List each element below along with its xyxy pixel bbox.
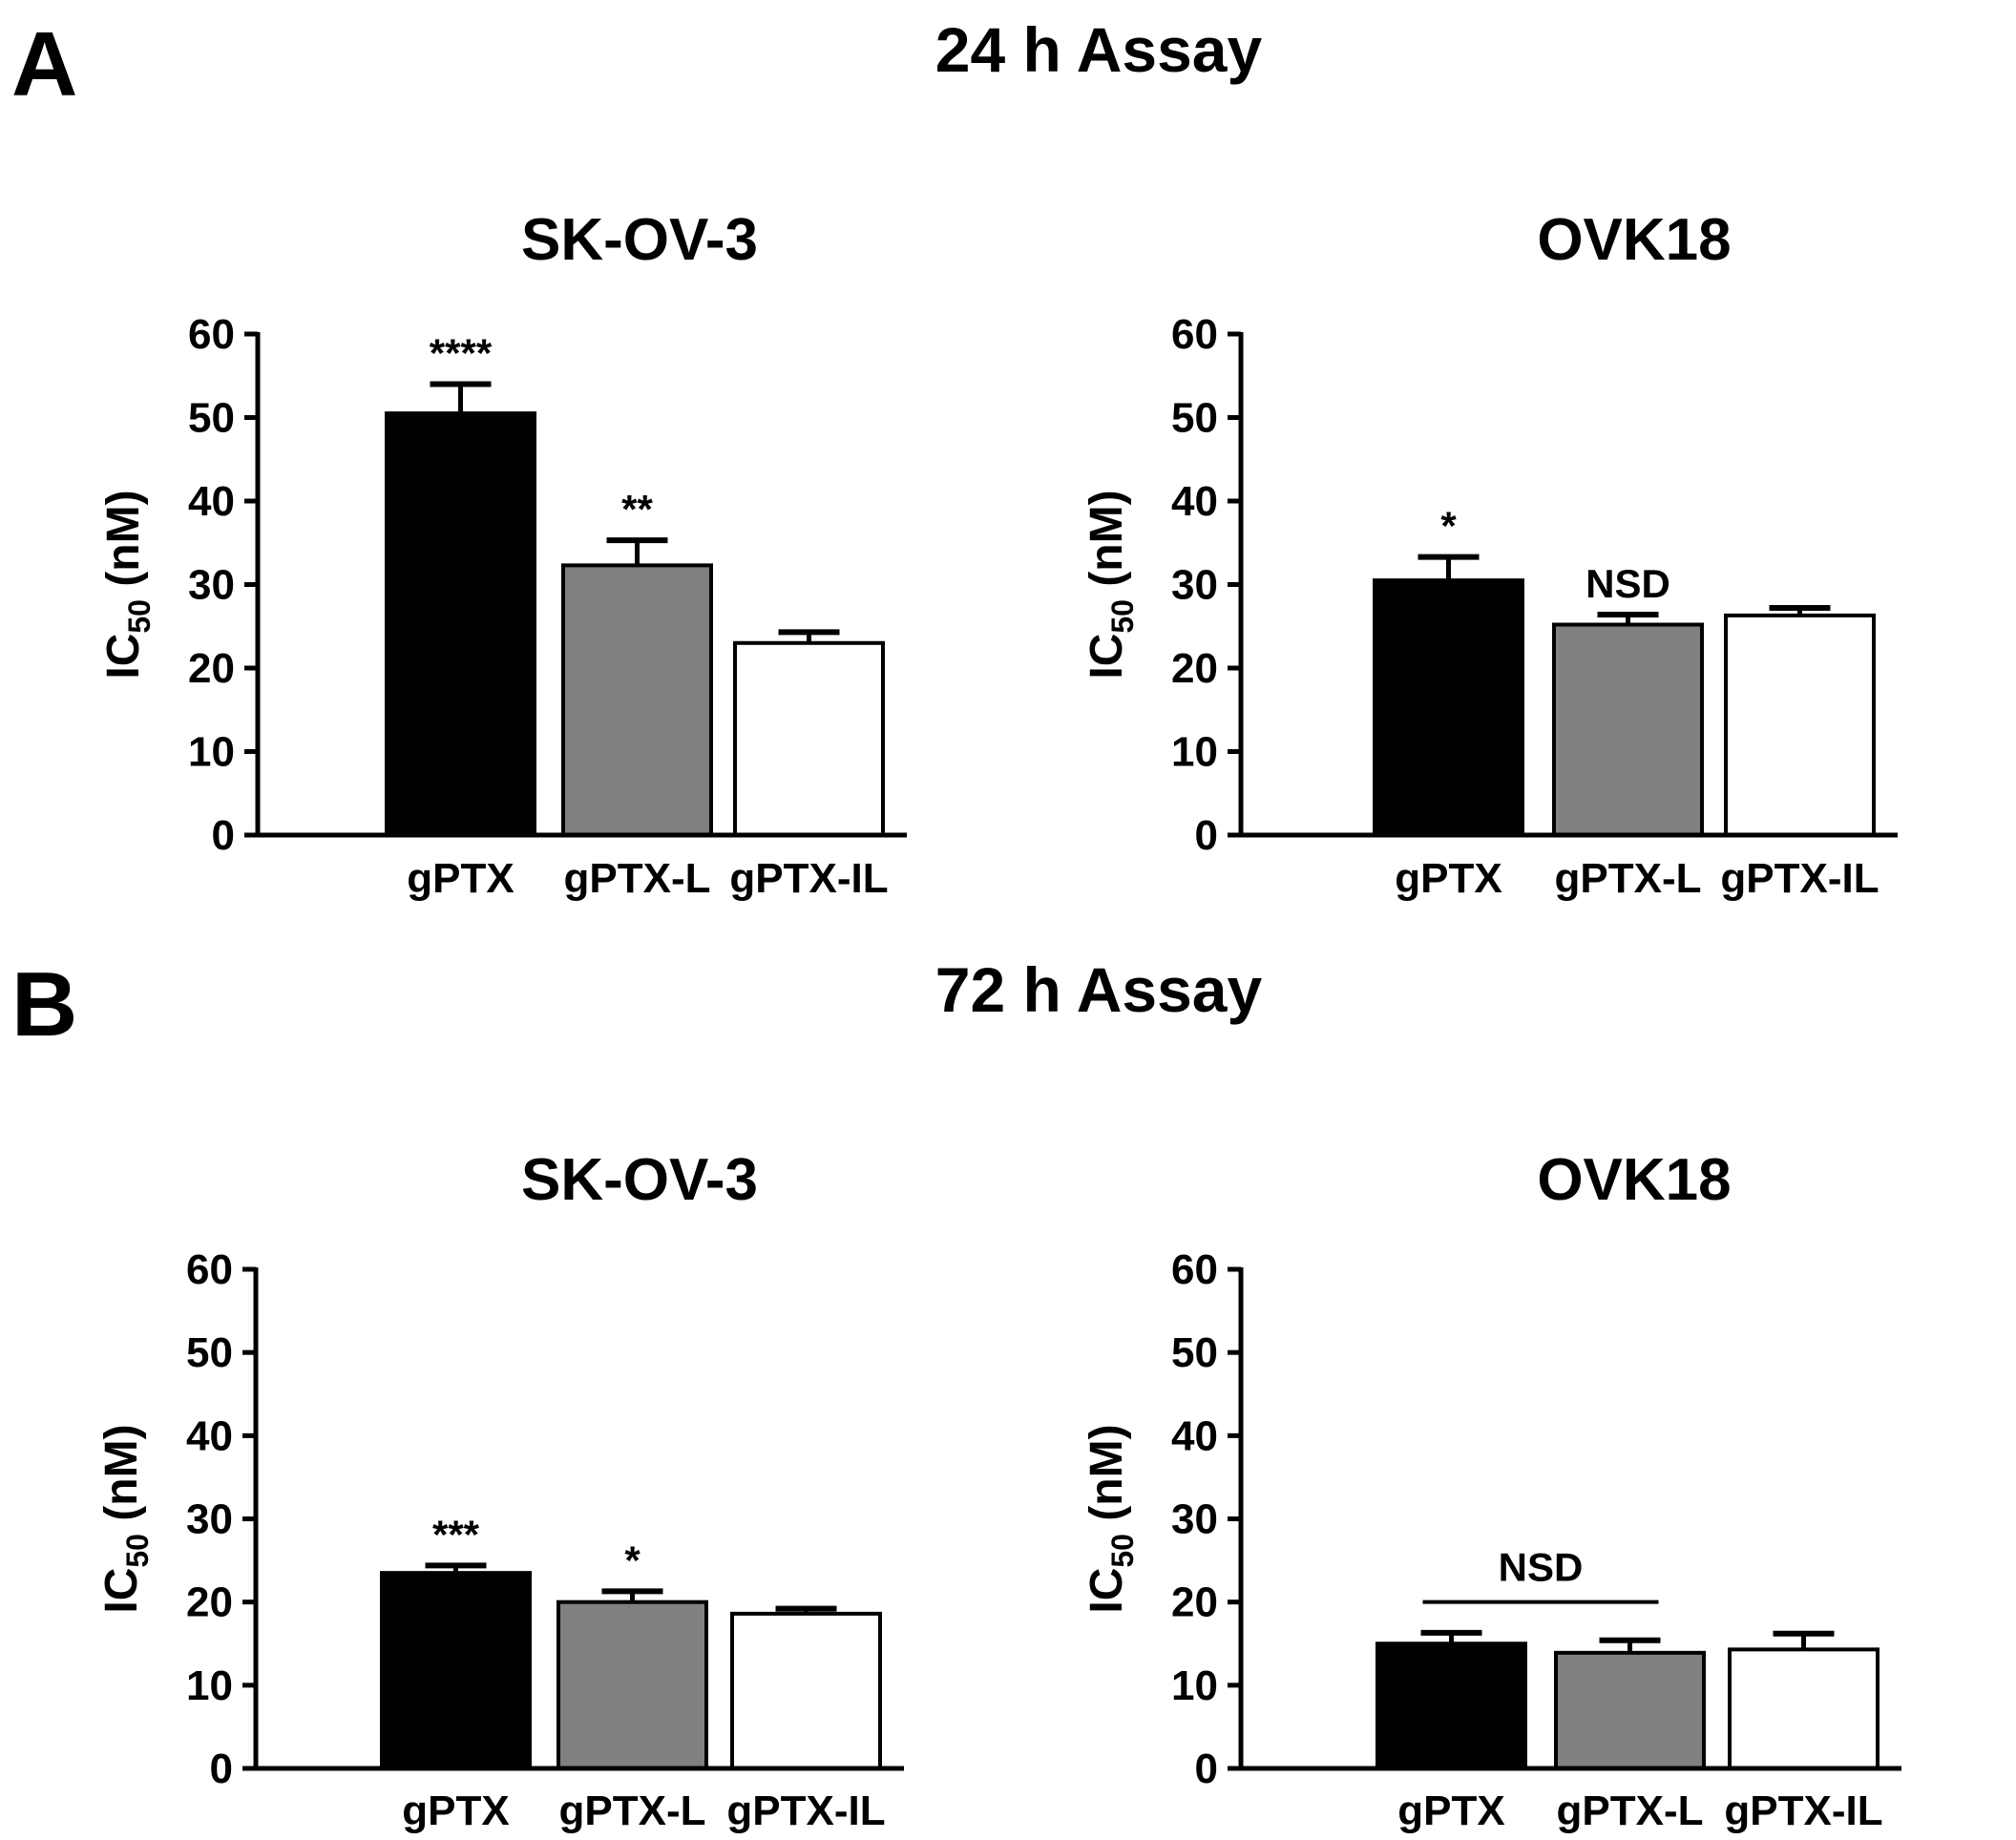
y-tick-label: 50 xyxy=(1171,1329,1218,1376)
y-axis-label-main: IC xyxy=(1082,634,1132,680)
section-title-24h: 24 h Assay xyxy=(935,14,1263,85)
category-label: gPTX-L xyxy=(1557,1788,1704,1834)
y-axis-label: IC50 (nM) xyxy=(1082,1424,1140,1613)
y-tick-label: 40 xyxy=(186,1412,233,1459)
significance-label: *** xyxy=(432,1512,480,1557)
category-label: gPTX xyxy=(402,1788,509,1834)
y-axis-label-unit: (nM) xyxy=(96,1424,147,1534)
bar-gptx-l xyxy=(561,563,713,837)
y-tick-label: 40 xyxy=(188,478,235,525)
y-tick-label: 30 xyxy=(1171,562,1218,609)
category-label: gPTX-IL xyxy=(1724,1788,1882,1834)
bar-gptx-il xyxy=(1728,1647,1880,1771)
y-axis-label: IC50 (nM) xyxy=(96,1424,155,1613)
y-tick-label: 30 xyxy=(186,1496,233,1543)
y-tick-label: 50 xyxy=(1171,395,1218,442)
category-label: gPTX-L xyxy=(1555,855,1702,902)
y-tick-label: 0 xyxy=(1195,1746,1218,1792)
significance-label: NSD xyxy=(1586,561,1670,606)
y-tick-label: 60 xyxy=(186,1246,233,1293)
y-tick-label: 10 xyxy=(1171,1662,1218,1709)
y-tick-label: 0 xyxy=(212,812,235,859)
bar-gptx-il xyxy=(1724,613,1876,837)
significance-label: * xyxy=(624,1537,640,1582)
y-tick-label: 60 xyxy=(188,311,235,358)
y-tick-label: 20 xyxy=(186,1579,233,1626)
y-axis-label: IC50 (nM) xyxy=(98,490,157,679)
nsd-bracket-label: NSD xyxy=(1499,1545,1584,1590)
y-axis-label-subscript: 50 xyxy=(122,599,157,634)
significance-label: ** xyxy=(621,487,653,532)
y-tick-label: 50 xyxy=(188,395,235,442)
category-label: gPTX-L xyxy=(564,855,711,902)
y-axis-label-main: IC xyxy=(98,634,149,680)
chart-title: OVK18 xyxy=(1537,207,1731,273)
bar-gptx-il xyxy=(730,1611,882,1770)
bar-gptx xyxy=(1373,578,1524,837)
y-tick-label: 20 xyxy=(1171,1579,1218,1626)
category-label: gPTX xyxy=(1397,1788,1504,1834)
y-tick-label: 10 xyxy=(188,729,235,776)
y-axis-label-subscript: 50 xyxy=(1105,1534,1140,1568)
y-tick-label: 40 xyxy=(1171,1412,1218,1459)
category-label: gPTX-L xyxy=(559,1788,706,1834)
category-label: gPTX-IL xyxy=(726,1788,885,1834)
bar-gptx-l xyxy=(556,1600,708,1770)
y-tick-label: 30 xyxy=(188,562,235,609)
bar-gptx-l xyxy=(1552,622,1704,837)
category-label: gPTX xyxy=(1395,855,1502,902)
y-axis-label: IC50 (nM) xyxy=(1082,490,1140,679)
y-axis-label-subscript: 50 xyxy=(120,1534,155,1568)
significance-label: * xyxy=(1440,504,1457,549)
panel-letter-b: B xyxy=(11,953,77,1056)
panel-letter-a: A xyxy=(11,13,77,115)
y-tick-label: 10 xyxy=(1171,729,1218,776)
y-axis-label-main: IC xyxy=(96,1568,147,1614)
category-label: gPTX-IL xyxy=(1720,855,1879,902)
y-tick-label: 30 xyxy=(1171,1496,1218,1543)
section-title-72h: 72 h Assay xyxy=(935,954,1263,1025)
category-label: gPTX-IL xyxy=(729,855,888,902)
y-tick-label: 10 xyxy=(186,1662,233,1709)
category-label: gPTX xyxy=(407,855,514,902)
y-tick-label: 50 xyxy=(186,1329,233,1376)
chart-title: OVK18 xyxy=(1537,1147,1731,1213)
bar-gptx xyxy=(1376,1641,1527,1770)
bar-gptx-l xyxy=(1554,1650,1706,1771)
y-tick-label: 40 xyxy=(1171,478,1218,525)
chart-title: SK-OV-3 xyxy=(521,1147,758,1213)
y-tick-label: 60 xyxy=(1171,1246,1218,1293)
y-axis-label-subscript: 50 xyxy=(1105,599,1140,634)
y-axis-label-unit: (nM) xyxy=(1082,1424,1132,1534)
chart-title: SK-OV-3 xyxy=(521,207,758,273)
y-tick-label: 60 xyxy=(1171,311,1218,358)
y-tick-label: 20 xyxy=(188,645,235,692)
bar-gptx xyxy=(385,411,536,837)
y-tick-label: 0 xyxy=(1195,812,1218,859)
y-tick-label: 0 xyxy=(210,1746,233,1792)
y-tick-label: 20 xyxy=(1171,645,1218,692)
y-axis-label-unit: (nM) xyxy=(98,490,149,599)
y-axis-label-unit: (nM) xyxy=(1082,490,1132,599)
y-axis-label-main: IC xyxy=(1082,1568,1132,1614)
bar-gptx xyxy=(380,1571,532,1770)
bar-gptx-il xyxy=(733,640,885,837)
significance-label: **** xyxy=(430,331,493,376)
